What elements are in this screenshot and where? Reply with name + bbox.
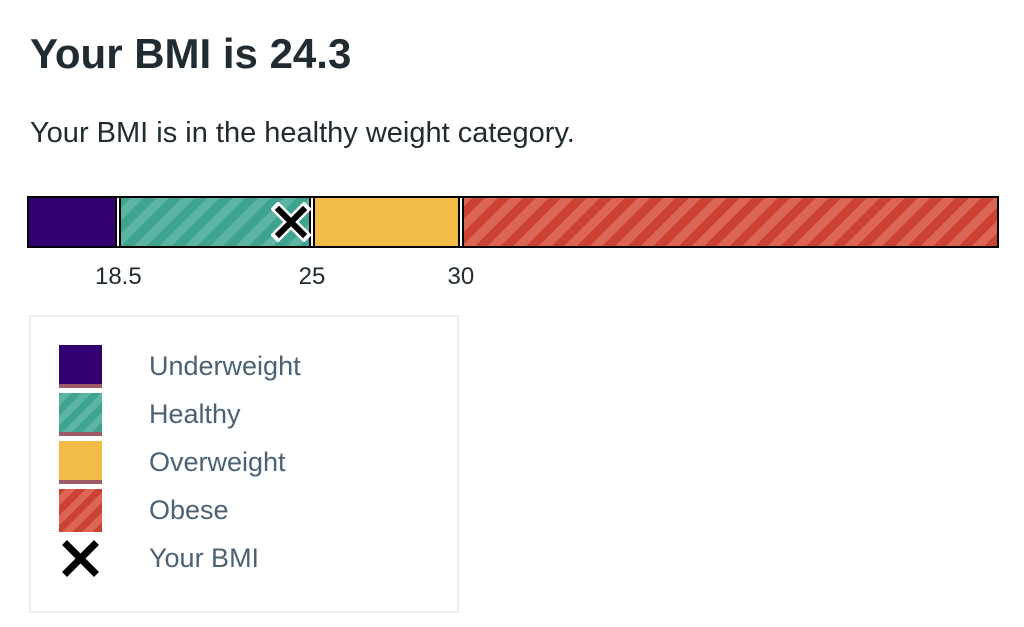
threshold-divider-underweight xyxy=(115,198,122,246)
your-bmi-marker-icon xyxy=(271,202,312,242)
legend-label: Obese xyxy=(149,495,229,525)
underweight-segment xyxy=(29,198,119,246)
tick-label-underweight-threshold: 18.5 xyxy=(94,263,142,290)
legend: Underweight Healthy Overweight Obese You… xyxy=(29,315,459,613)
legend-label: Healthy xyxy=(149,399,241,429)
legend-label: Overweight xyxy=(149,447,286,477)
obese-swatch xyxy=(59,489,102,532)
obese-segment xyxy=(460,198,997,246)
overweight-swatch xyxy=(59,441,102,484)
legend-label: Your BMI xyxy=(149,543,260,573)
cross-marker-icon xyxy=(62,540,99,577)
overweight-segment xyxy=(311,198,461,246)
healthy-swatch xyxy=(59,393,102,436)
legend-label: Underweight xyxy=(149,351,301,381)
tick-label-overweight-threshold: 25 xyxy=(298,263,326,290)
underweight-swatch xyxy=(59,345,102,388)
threshold-divider-obese xyxy=(457,198,464,246)
threshold-divider-overweight xyxy=(308,198,315,246)
bmi-scale-bar xyxy=(27,196,999,248)
page-title: Your BMI is 24.3 xyxy=(30,30,352,77)
bmi-result-text: Your BMI is in the healthy weight catego… xyxy=(30,117,575,149)
tick-label-obese-threshold: 30 xyxy=(447,263,475,290)
